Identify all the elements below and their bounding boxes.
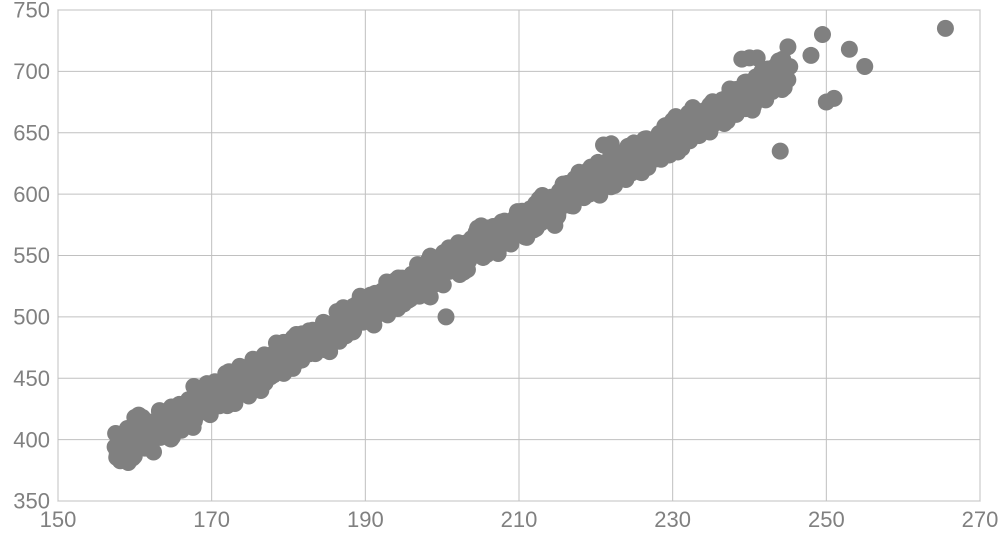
data-point: [772, 143, 789, 160]
x-tick-label: 210: [501, 507, 538, 532]
data-point: [781, 58, 798, 75]
x-tick-label: 250: [808, 507, 845, 532]
data-point: [841, 41, 858, 58]
y-tick-label: 650: [13, 120, 50, 145]
x-tick-label: 230: [654, 507, 691, 532]
data-point: [802, 47, 819, 64]
y-tick-label: 750: [13, 0, 50, 23]
scatter-chart: 1501701902102302502703504004505005506006…: [0, 0, 1000, 537]
data-point: [856, 58, 873, 75]
data-point: [603, 135, 620, 152]
y-tick-label: 500: [13, 305, 50, 330]
data-point: [134, 409, 151, 426]
x-tick-label: 190: [347, 507, 384, 532]
y-tick-label: 700: [13, 59, 50, 84]
scatter-plot-svg: 1501701902102302502703504004505005506006…: [0, 0, 1000, 537]
y-tick-label: 550: [13, 243, 50, 268]
x-tick-label: 170: [193, 507, 230, 532]
y-tick-label: 400: [13, 427, 50, 452]
data-point: [814, 26, 831, 43]
data-point: [749, 49, 766, 66]
data-point: [438, 308, 455, 325]
y-tick-label: 350: [13, 489, 50, 514]
y-tick-label: 450: [13, 366, 50, 391]
data-point: [826, 90, 843, 107]
x-tick-label: 270: [962, 507, 999, 532]
y-tick-label: 600: [13, 182, 50, 207]
data-point: [779, 38, 796, 55]
data-point: [937, 20, 954, 37]
data-point: [126, 431, 143, 448]
